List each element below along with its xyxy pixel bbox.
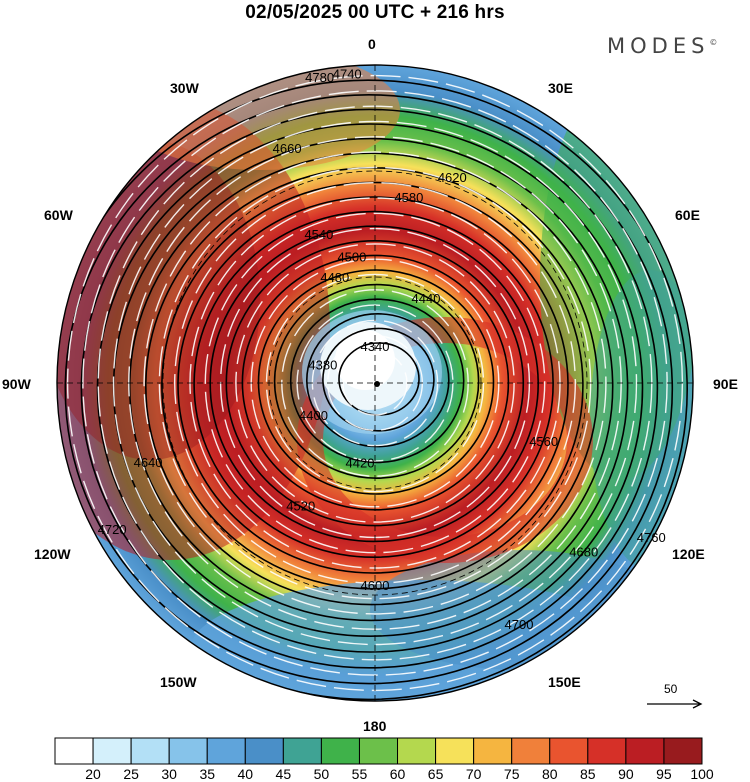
contour-label: 4600 xyxy=(361,578,390,593)
lon-label-90e: 90E xyxy=(713,376,738,392)
wind-streamline xyxy=(143,151,607,615)
lon-label-180: 180 xyxy=(363,718,387,734)
colorbar-swatch xyxy=(168,737,208,765)
colorbar-tick-label: 55 xyxy=(351,766,368,782)
lon-label-150w: 150W xyxy=(160,674,197,690)
colorbar-swatch xyxy=(54,737,94,765)
chart-title: 02/05/2025 00 UTC + 216 hrs xyxy=(245,2,505,23)
colorbar-tick-label: 30 xyxy=(161,766,177,782)
colorbar-tick-label: 40 xyxy=(237,766,254,782)
colorbar-tick-label: 75 xyxy=(503,766,520,782)
colorbar-tick-label: 100 xyxy=(690,766,714,782)
graticule xyxy=(57,65,693,701)
colorbar-swatch xyxy=(511,737,551,765)
contour-line xyxy=(57,79,689,701)
wind-reference-arrow xyxy=(647,699,703,709)
contour-label: 4700 xyxy=(505,617,534,632)
contour-label: 4620 xyxy=(438,170,467,185)
colorbar-tick-label: 70 xyxy=(465,766,482,782)
contour-label: 4520 xyxy=(286,498,315,513)
colorbar-swatch xyxy=(358,737,399,765)
lon-label-120e: 120E xyxy=(672,546,705,562)
contour-labels: 4340 4380 4400 4420 4440 4480 4500 4520 4540 4560… xyxy=(98,67,666,632)
colorbar-swatch xyxy=(435,737,475,765)
colorbar-tick-label: 95 xyxy=(656,766,672,782)
colorbar-tick-label: 65 xyxy=(427,766,444,782)
contour-line xyxy=(273,283,480,479)
map-border xyxy=(56,64,694,702)
contour-label: 4440 xyxy=(412,291,441,306)
contour-label: 4480 xyxy=(320,270,349,285)
brand-logo: MODES© xyxy=(607,34,718,58)
wind-streamline xyxy=(112,120,638,646)
colorbar-swatch xyxy=(244,737,284,765)
colorbar-swatch xyxy=(473,737,513,765)
colorbar-swatch xyxy=(206,737,246,765)
contour-line xyxy=(177,196,569,574)
lon-label-60e: 60E xyxy=(675,207,700,223)
colorbar-tick-label: 85 xyxy=(580,766,596,782)
contour-label: 4660 xyxy=(273,141,302,156)
lon-label-30e: 30E xyxy=(548,80,573,96)
contour-label: 4580 xyxy=(394,190,423,205)
contour-label: 4400 xyxy=(299,408,328,423)
colorbar-swatch xyxy=(587,737,627,765)
wind-streamline xyxy=(265,273,485,493)
contour-line xyxy=(305,313,450,448)
contour-label: 4560 xyxy=(529,434,558,449)
colorbar-tick-label: 60 xyxy=(389,766,406,782)
lon-label-30w: 30W xyxy=(170,80,199,96)
colorbar-swatch xyxy=(625,737,665,765)
colorbar-tick-label: 80 xyxy=(541,766,558,782)
colorbar xyxy=(54,737,703,765)
contour-line xyxy=(80,108,659,669)
colorbar-swatch xyxy=(282,737,322,765)
contour-label: 4720 xyxy=(98,522,127,537)
pole-marker xyxy=(374,381,380,387)
contour-label: 4380 xyxy=(308,357,337,372)
colorbar-swatch xyxy=(549,737,589,765)
contour-line xyxy=(64,94,674,685)
colorbar-swatch xyxy=(663,737,703,765)
contour-label: 4740 xyxy=(333,67,362,82)
lon-label-120w: 120W xyxy=(34,546,71,562)
wind-streamline xyxy=(204,212,546,554)
colorbar-tick-label: 25 xyxy=(123,766,139,782)
contour-line xyxy=(96,123,644,653)
colorbar-tick-label: 20 xyxy=(85,766,101,782)
contour-label: 4540 xyxy=(304,227,333,242)
contour-line xyxy=(322,327,435,432)
lon-label-0: 0 xyxy=(368,36,376,52)
colorbar-swatch xyxy=(397,737,437,765)
lon-label-60w: 60W xyxy=(44,207,73,223)
contour-label: 4340 xyxy=(361,339,390,354)
contour-label: 4420 xyxy=(346,455,375,470)
contour-label: 4780 xyxy=(305,70,334,85)
colorbar-swatch xyxy=(92,737,132,765)
wind-streamline xyxy=(173,181,577,585)
lon-label-150e: 150E xyxy=(548,674,581,690)
colorbar-tick-label: 35 xyxy=(199,766,216,782)
colorbar-swatch xyxy=(130,737,170,765)
colorbar-swatch xyxy=(320,737,360,765)
contour-label: 4500 xyxy=(337,250,366,265)
colorbar-tick-label: 90 xyxy=(618,766,634,782)
contour-label: 4760 xyxy=(637,530,666,545)
lon-label-90w: 90W xyxy=(2,376,31,392)
contour-label: 4680 xyxy=(569,545,598,560)
colorbar-tick-label: 50 xyxy=(313,766,330,782)
wind-streamline xyxy=(235,243,515,523)
contour-line xyxy=(209,225,540,543)
colorbar-tick-label: 45 xyxy=(275,766,292,782)
contour-line xyxy=(193,210,554,558)
contour-line xyxy=(257,269,495,495)
contour-line xyxy=(128,152,614,622)
wind-reference-label: 50 xyxy=(664,682,678,696)
contour-line xyxy=(289,298,465,464)
contour-label: 4640 xyxy=(134,455,163,470)
